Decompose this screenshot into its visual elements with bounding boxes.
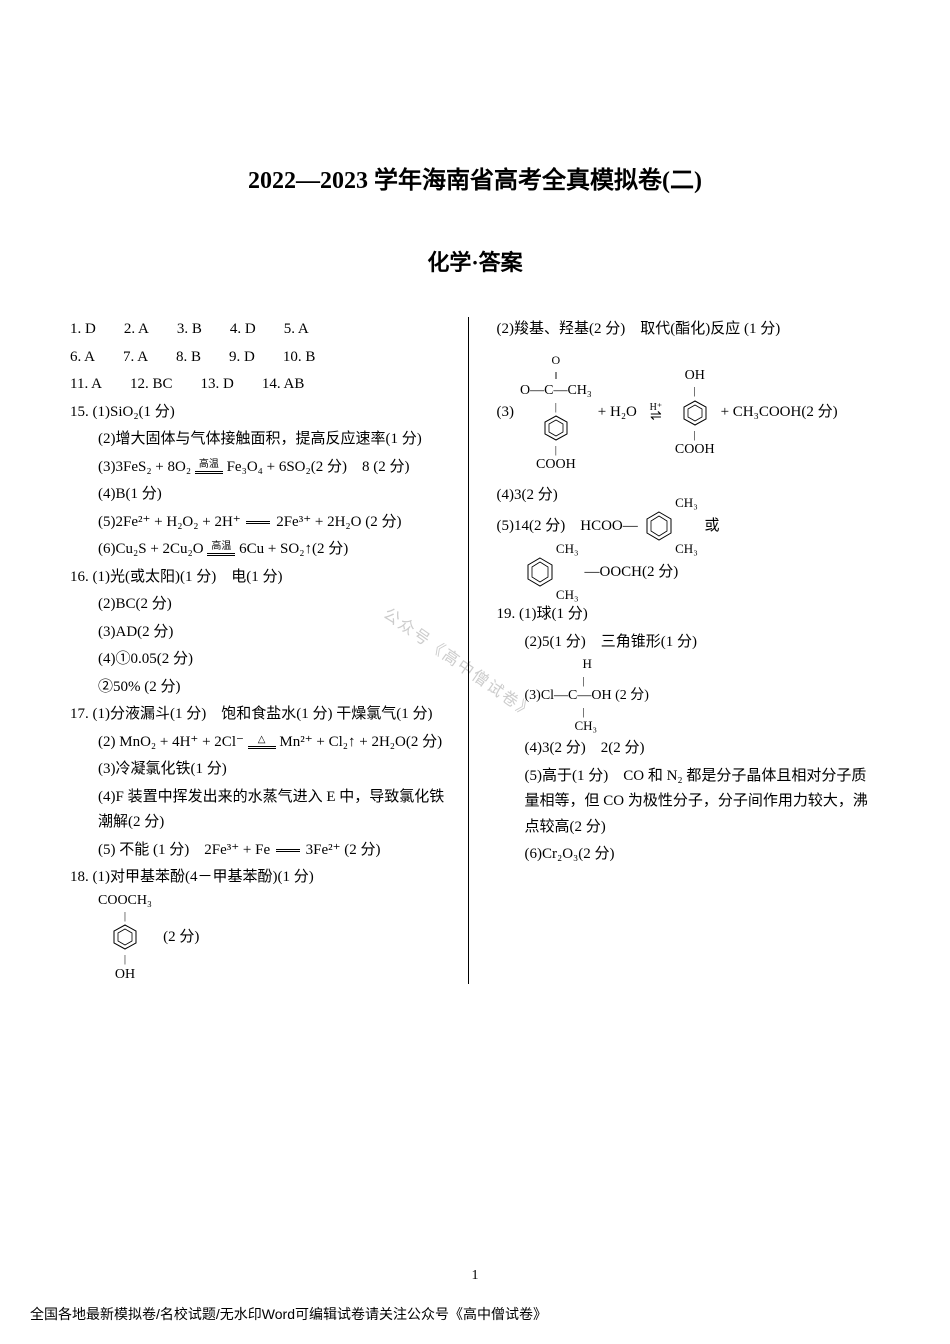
mc-item: 2. A bbox=[124, 317, 149, 343]
q15-4: (4)B(1 分) bbox=[70, 482, 454, 508]
q15-6b: 6Cu + SO₂↑(2 分) bbox=[239, 541, 348, 557]
cooh: COOH bbox=[675, 442, 715, 457]
q16-4: (4)①0.05(2 分) bbox=[70, 647, 454, 673]
plus-h2o: + H₂O bbox=[598, 400, 637, 426]
h-top: H bbox=[583, 656, 592, 671]
q17-5b: 3Fe²⁺ (2 分) bbox=[306, 842, 381, 858]
q16-5: ②50% (2 分) bbox=[70, 675, 454, 701]
or-text: 或 bbox=[704, 514, 719, 540]
benzene-ring-icon bbox=[112, 923, 138, 951]
q19-4: (4)3(2 分) 2(2 分) bbox=[497, 736, 881, 762]
condition: 高温 bbox=[195, 460, 223, 470]
mc-item: 10. B bbox=[283, 345, 316, 371]
mc-item: 14. AB bbox=[262, 372, 305, 398]
mc-item: 13. D bbox=[200, 372, 233, 398]
mc-item: 1. D bbox=[70, 317, 96, 343]
q17-5: (5) 不能 (1 分) 2Fe³⁺ + Fe 3Fe²⁺ (2 分) bbox=[70, 838, 454, 864]
reversible-arrow-icon: H⁺ ⇌ bbox=[643, 403, 669, 421]
q15-3: (3)3FeS₂ + 8O₂ 高温 Fe₃O₄ + 6SO₂(2 分) 8 (2… bbox=[70, 455, 454, 481]
ch3-top: CH₃ bbox=[675, 496, 698, 510]
cooh: COOH bbox=[536, 457, 576, 472]
q17-2a: (2) MnO₂ + 4H⁺ + 2Cl⁻ bbox=[98, 734, 244, 750]
ch3-bot: CH₃ bbox=[556, 588, 579, 602]
q15-6a: (6)Cu₂S + 2Cu₂O bbox=[98, 541, 204, 557]
ch3-top: CH₃ bbox=[556, 542, 579, 556]
q19-5: (5)高于(1 分) CO 和 N₂ 都是分子晶体且相对分子质量相等，但 CO … bbox=[497, 764, 881, 841]
struct-points: (2 分) bbox=[163, 929, 199, 945]
condition: △ bbox=[248, 735, 276, 745]
q18-structure: COOCH₃ | | OH (2 分) bbox=[70, 893, 454, 983]
oh: OH bbox=[685, 368, 705, 383]
mc-item: 12. BC bbox=[130, 372, 173, 398]
reaction-arrow-icon bbox=[246, 521, 270, 524]
q19-2: (2)5(1 分) 三角锥形(1 分) bbox=[497, 630, 881, 656]
q16-2: (2)BC(2 分) bbox=[70, 592, 454, 618]
mc-item: 3. B bbox=[177, 317, 202, 343]
q18-5a: (5)14(2 分) HCOO― bbox=[497, 514, 638, 540]
q19-6: (6)Cr₂O₃(2 分) bbox=[497, 842, 881, 868]
reaction-arrow-icon bbox=[276, 849, 300, 852]
benzene-ring-icon bbox=[644, 510, 674, 542]
benzene-ring-icon bbox=[682, 399, 708, 427]
mc-row-3: 11. A 12. BC 13. D 14. AB bbox=[70, 372, 454, 398]
q18-1: 18. (1)对甲基苯酚(4－甲基苯酚)(1 分) bbox=[70, 865, 454, 891]
q18-3: (3) O ‖ O―C―CH₃ | | COOH + H₂O H⁺ ⇌ OH | bbox=[497, 353, 881, 473]
struct-bot: OH bbox=[115, 967, 135, 982]
q15-3a: (3)3FeS₂ + 8O₂ bbox=[98, 459, 191, 475]
content-columns: 1. D 2. A 3. B 4. D 5. A 6. A 7. A 8. B … bbox=[70, 317, 880, 984]
q16-1: 16. (1)光(或太阳)(1 分) 电(1 分) bbox=[70, 565, 454, 591]
q15-5: (5)2Fe²⁺ + H₂O₂ + 2H⁺ 2Fe³⁺ + 2H₂O (2 分) bbox=[70, 510, 454, 536]
q15-2: (2)增大固体与气体接触面积，提高反应速率(1 分) bbox=[70, 427, 454, 453]
mc-item: 9. D bbox=[229, 345, 255, 371]
q15-1: 15. (1)SiO₂(1 分) bbox=[70, 400, 454, 426]
q15-6: (6)Cu₂S + 2Cu₂O 高温 6Cu + SO₂↑(2 分) bbox=[70, 537, 454, 563]
benzene-ring-icon bbox=[525, 556, 555, 588]
q15-3b: Fe₃O₄ + 6SO₂(2 分) 8 (2 分) bbox=[227, 459, 410, 475]
reaction-arrow-icon: △ bbox=[248, 735, 276, 750]
q17-5a: (5) 不能 (1 分) 2Fe³⁺ + Fe bbox=[98, 842, 270, 858]
q19-3: H | (3)Cl―C―OH (2 分) | CH₃ bbox=[497, 657, 881, 734]
ch3-bot: CH₃ bbox=[575, 718, 598, 733]
mc-item: 6. A bbox=[70, 345, 95, 371]
q17-4: (4)F 装置中挥发出来的水蒸气进入 E 中，导致氯化铁潮解(2 分) bbox=[70, 785, 454, 836]
condition: 高温 bbox=[207, 542, 235, 552]
mc-row-1: 1. D 2. A 3. B 4. D 5. A bbox=[70, 317, 454, 343]
reaction-arrow-icon: 高温 bbox=[195, 460, 223, 475]
q18-5c: CH₃ CH₃ ―OOCH(2 分) bbox=[497, 556, 881, 588]
struct-top: COOCH₃ bbox=[98, 893, 152, 908]
page-number: 1 bbox=[0, 1268, 950, 1284]
q15-5a: (5)2Fe²⁺ + H₂O₂ + 2H⁺ bbox=[98, 514, 241, 530]
footer-text: 全国各地最新模拟卷/名校试题/无水印Word可编辑试卷请关注公众号《高中僧试卷》 bbox=[30, 1304, 547, 1324]
subtitle: 化学·答案 bbox=[70, 245, 880, 277]
ooch: ―OOCH(2 分) bbox=[585, 560, 679, 586]
ch3-bot: CH₃ bbox=[675, 542, 698, 556]
q18-3-tail: + CH₃COOH(2 分) bbox=[721, 400, 838, 426]
benzene-ring-icon bbox=[543, 414, 569, 442]
q19-1: 19. (1)球(1 分) bbox=[497, 602, 881, 628]
q17-3: (3)冷凝氯化铁(1 分) bbox=[70, 757, 454, 783]
q17-2b: Mn²⁺ + Cl₂↑ + 2H₂O(2 分) bbox=[279, 734, 442, 750]
mc-item: 8. B bbox=[176, 345, 201, 371]
mc-item: 11. A bbox=[70, 372, 102, 398]
mc-item: 7. A bbox=[123, 345, 148, 371]
main-title: 2022—2023 学年海南省高考全真模拟卷(二) bbox=[70, 160, 880, 195]
mc-row-2: 6. A 7. A 8. B 9. D 10. B bbox=[70, 345, 454, 371]
mc-item: 5. A bbox=[284, 317, 309, 343]
mc-item: 4. D bbox=[230, 317, 256, 343]
q18-5: (5)14(2 分) HCOO― CH₃ CH₃ 或 bbox=[497, 510, 881, 542]
q17-2: (2) MnO₂ + 4H⁺ + 2Cl⁻ △ Mn²⁺ + Cl₂↑ + 2H… bbox=[70, 730, 454, 756]
q15-5b: 2Fe³⁺ + 2H₂O (2 分) bbox=[276, 514, 401, 530]
q19-3-mid: (3)Cl―C―OH (2 分) bbox=[525, 688, 649, 703]
left-column: 1. D 2. A 3. B 4. D 5. A 6. A 7. A 8. B … bbox=[70, 317, 469, 984]
q16-3: (3)AD(2 分) bbox=[70, 620, 454, 646]
q18-3-label: (3) bbox=[497, 400, 515, 426]
right-column: (2)羧基、羟基(2 分) 取代(酯化)反应 (1 分) (3) O ‖ O―C… bbox=[489, 317, 881, 984]
q18-2: (2)羧基、羟基(2 分) 取代(酯化)反应 (1 分) bbox=[497, 317, 881, 343]
ester-group: O―C―CH₃ bbox=[520, 383, 592, 398]
carbonyl-o: O bbox=[552, 353, 561, 367]
q17-1: 17. (1)分液漏斗(1 分) 饱和食盐水(1 分) 干燥氯气(1 分) bbox=[70, 702, 454, 728]
reaction-arrow-icon: 高温 bbox=[207, 542, 235, 557]
